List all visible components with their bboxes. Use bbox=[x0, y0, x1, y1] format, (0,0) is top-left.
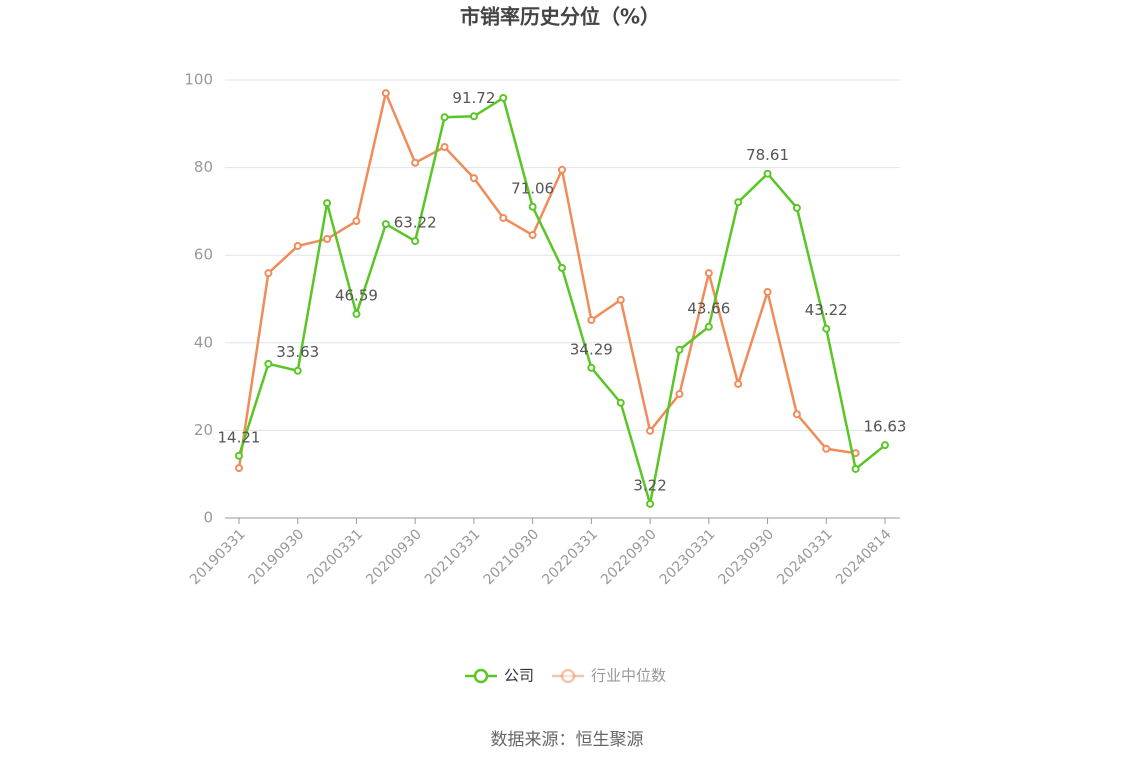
data-point bbox=[235, 451, 243, 460]
data-label: 34.29 bbox=[570, 340, 613, 358]
data-point bbox=[499, 93, 508, 102]
data-point bbox=[792, 203, 801, 212]
data-label: 63.22 bbox=[394, 214, 437, 232]
legend-label: 公司 bbox=[504, 667, 534, 685]
data-point bbox=[293, 242, 302, 251]
data-label: 3.22 bbox=[633, 476, 666, 494]
data-point bbox=[528, 231, 537, 240]
x-tick-label: 20230331 bbox=[657, 526, 719, 588]
y-tick-label: 40 bbox=[194, 333, 213, 351]
x-tick-label: 20220930 bbox=[598, 526, 660, 588]
data-point bbox=[822, 444, 831, 453]
data-label: 78.61 bbox=[746, 146, 789, 164]
x-tick-label: 20240814 bbox=[833, 526, 895, 588]
data-point bbox=[734, 198, 743, 207]
data-point bbox=[528, 202, 537, 211]
x-tick-label: 20240331 bbox=[774, 526, 836, 588]
data-point bbox=[851, 464, 860, 473]
data-point bbox=[558, 165, 566, 174]
data-point bbox=[323, 199, 332, 208]
data-point bbox=[675, 345, 684, 354]
y-tick-label: 20 bbox=[194, 421, 213, 439]
data-point bbox=[616, 295, 625, 304]
y-tick-label: 0 bbox=[203, 509, 213, 527]
data-label: 14.21 bbox=[218, 428, 261, 446]
legend-marker bbox=[560, 668, 576, 684]
data-point bbox=[616, 398, 625, 407]
data-point bbox=[822, 324, 831, 333]
data-label: 33.63 bbox=[276, 343, 319, 361]
data-point bbox=[469, 112, 478, 121]
x-tick-label: 20210930 bbox=[481, 526, 543, 588]
data-point bbox=[763, 287, 772, 296]
data-point bbox=[558, 263, 566, 272]
data-point bbox=[411, 237, 420, 246]
data-point bbox=[440, 113, 449, 122]
chart-title: 市销率历史分位（%） bbox=[460, 5, 660, 29]
data-point bbox=[469, 174, 478, 183]
data-point bbox=[675, 390, 684, 399]
source-note: 数据来源：恒生聚源 bbox=[491, 730, 644, 750]
data-point bbox=[293, 366, 302, 375]
data-point bbox=[881, 441, 889, 450]
data-point bbox=[763, 169, 772, 178]
data-label: 71.06 bbox=[511, 179, 554, 197]
legend-item[interactable]: 公司 bbox=[465, 667, 534, 685]
data-point bbox=[381, 89, 390, 98]
data-point bbox=[264, 269, 273, 278]
data-label: 46.59 bbox=[335, 286, 378, 304]
data-point bbox=[323, 234, 332, 243]
y-tick-label: 60 bbox=[194, 246, 213, 264]
data-point bbox=[411, 158, 420, 167]
series-line bbox=[237, 89, 856, 469]
data-point bbox=[440, 143, 449, 152]
data-point bbox=[352, 309, 361, 318]
x-tick-label: 20190930 bbox=[246, 526, 308, 588]
x-tick-label: 20200331 bbox=[304, 526, 366, 588]
y-tick-label: 80 bbox=[194, 158, 213, 176]
legend-marker bbox=[473, 668, 489, 684]
data-point bbox=[352, 217, 361, 226]
data-label: 16.63 bbox=[864, 418, 907, 436]
data-point bbox=[734, 379, 743, 388]
data-point bbox=[235, 464, 243, 473]
x-tick-label: 20210331 bbox=[422, 526, 484, 588]
data-point bbox=[792, 410, 801, 419]
data-point bbox=[704, 322, 713, 331]
x-tick-label: 20230930 bbox=[715, 526, 777, 588]
data-point bbox=[587, 363, 596, 372]
x-tick-label: 20220331 bbox=[539, 526, 601, 588]
data-point bbox=[264, 359, 273, 368]
y-tick-label: 100 bbox=[184, 71, 213, 89]
x-tick-label: 20200930 bbox=[363, 526, 425, 588]
data-point bbox=[704, 269, 713, 278]
legend-label: 行业中位数 bbox=[591, 667, 666, 685]
data-point bbox=[646, 426, 655, 435]
data-point bbox=[499, 213, 508, 222]
data-point bbox=[587, 316, 596, 325]
data-label: 43.22 bbox=[805, 301, 848, 319]
data-point bbox=[381, 220, 390, 229]
legend-item[interactable]: 行业中位数 bbox=[552, 667, 666, 685]
data-point bbox=[646, 499, 655, 508]
data-label: 91.72 bbox=[452, 89, 495, 107]
data-label: 43.66 bbox=[687, 299, 730, 317]
x-tick-label: 20190331 bbox=[187, 526, 249, 588]
